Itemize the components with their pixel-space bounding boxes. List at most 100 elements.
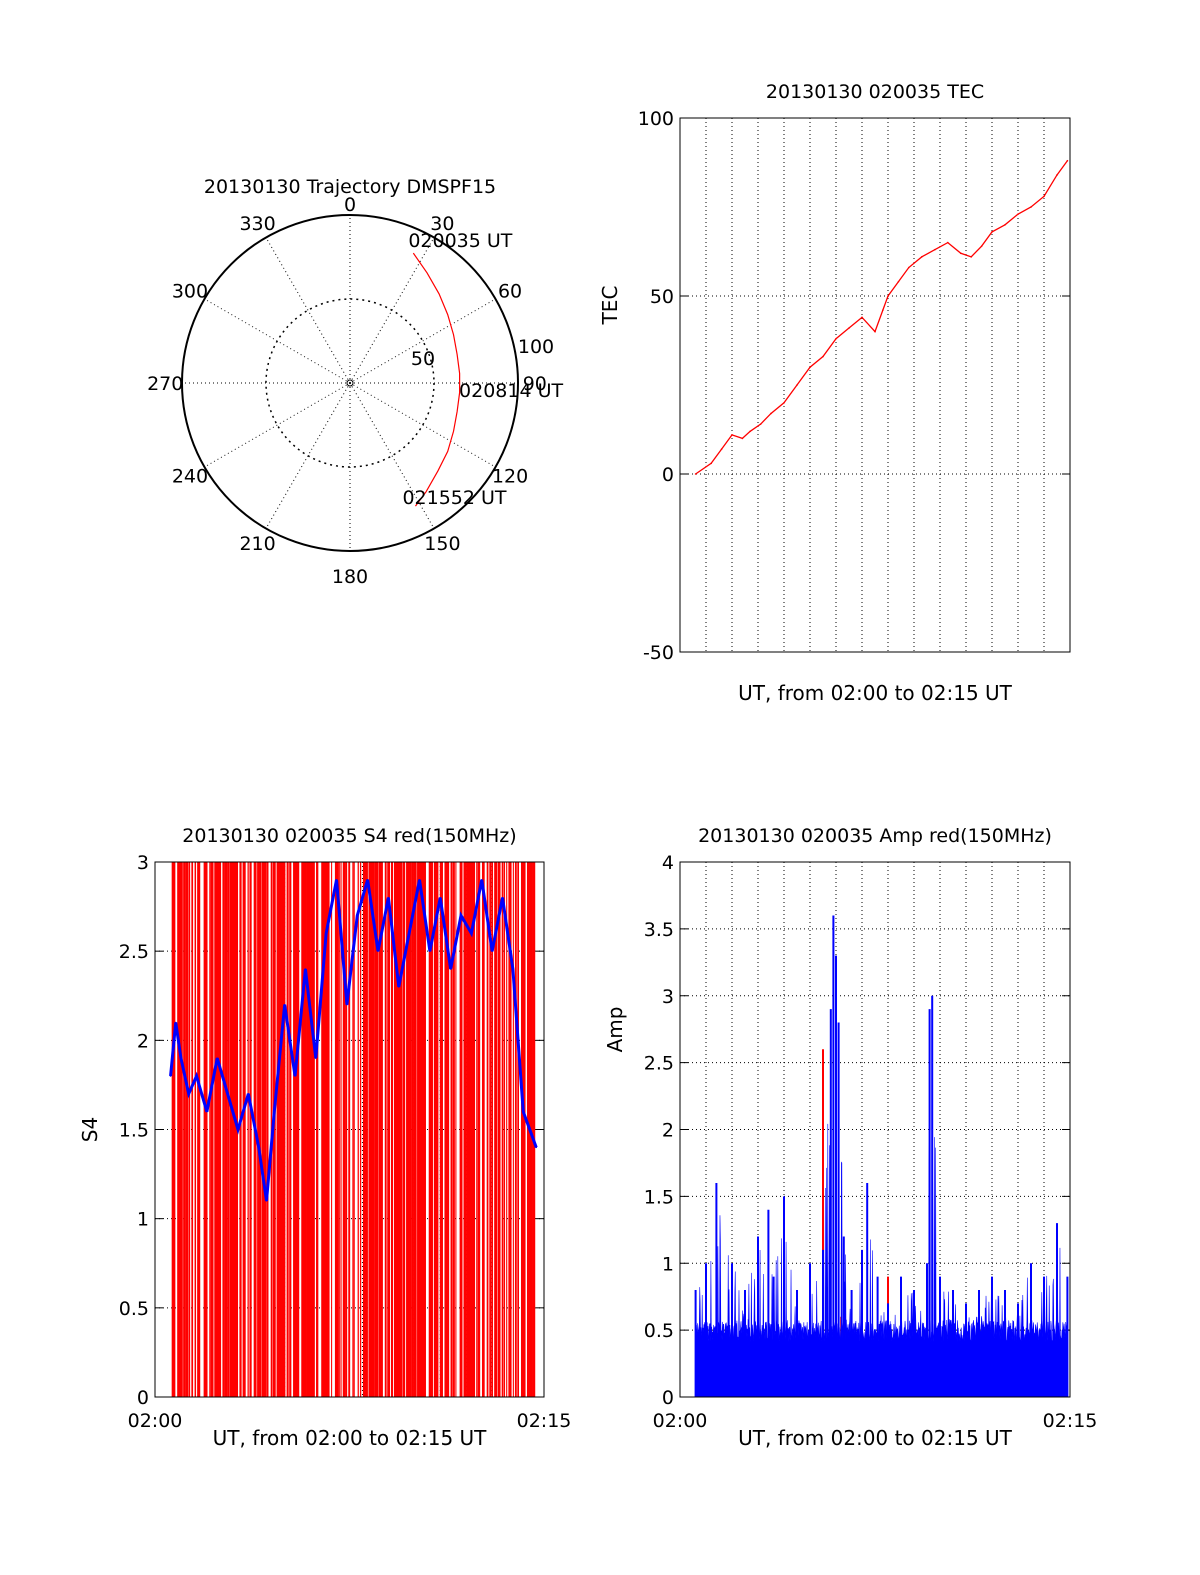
data-point bbox=[861, 316, 863, 319]
y-axis-label: TEC bbox=[598, 286, 622, 326]
spike-mark bbox=[387, 862, 391, 1397]
data-point bbox=[273, 1110, 276, 1113]
trajectory-chart: 0 30 60 90 120 150 180 210 240 270 300 330 50 100 0200… bbox=[147, 176, 563, 588]
spike-mark bbox=[497, 862, 501, 1397]
chart-title: 20130130 Trajectory DMSPF15 bbox=[204, 176, 496, 198]
spike-mark bbox=[444, 862, 449, 1397]
data-point bbox=[1004, 224, 1006, 226]
data-point bbox=[195, 1075, 198, 1077]
spike-mark bbox=[258, 862, 262, 1397]
y-tick-label: 50 bbox=[650, 286, 674, 308]
x-tick-label: 02:15 bbox=[517, 1410, 572, 1432]
data-point bbox=[257, 1146, 260, 1149]
data-point bbox=[897, 280, 900, 283]
y-axis-label: S4 bbox=[78, 1117, 102, 1142]
spike-mark bbox=[257, 862, 260, 1397]
spike-mark bbox=[503, 862, 506, 1397]
spike-mark bbox=[407, 862, 412, 1397]
spike-mark bbox=[185, 862, 189, 1397]
spike-mark bbox=[406, 862, 410, 1397]
data-point bbox=[835, 337, 837, 340]
spike-mark bbox=[533, 862, 536, 1397]
spike-mark bbox=[286, 862, 289, 1397]
angle-tick-label: 330 bbox=[239, 213, 275, 235]
polar-center bbox=[346, 379, 354, 387]
data-point bbox=[265, 1200, 268, 1202]
spike-mark bbox=[266, 862, 269, 1397]
spike-mark bbox=[249, 862, 252, 1397]
spike-mark bbox=[224, 862, 228, 1397]
spike-mark bbox=[398, 862, 403, 1397]
spike-mark bbox=[477, 862, 481, 1397]
spike-mark bbox=[179, 862, 183, 1397]
data-point bbox=[947, 241, 949, 244]
spike-mark bbox=[171, 862, 175, 1397]
data-point bbox=[480, 879, 483, 881]
spike-mark bbox=[342, 862, 346, 1397]
data-point bbox=[294, 1075, 296, 1077]
spike-mark bbox=[494, 862, 498, 1397]
spike-mark bbox=[199, 862, 201, 1397]
y-tick-label: 2.5 bbox=[644, 1053, 674, 1075]
spike-mark bbox=[173, 862, 176, 1397]
x-tick-label: 02:15 bbox=[1043, 1410, 1098, 1432]
data-point bbox=[397, 986, 400, 988]
data-point bbox=[1017, 213, 1019, 215]
spike-mark bbox=[352, 862, 354, 1397]
spike-mark bbox=[309, 862, 313, 1397]
data-point bbox=[710, 462, 712, 465]
spike-mark bbox=[517, 862, 520, 1397]
data-point bbox=[741, 437, 744, 440]
spike-mark bbox=[239, 862, 242, 1397]
spike-mark bbox=[506, 862, 508, 1397]
y-tick-label: 0.5 bbox=[644, 1320, 674, 1342]
data-point bbox=[501, 896, 504, 899]
spike-mark bbox=[279, 862, 284, 1397]
y-tick-label: 3 bbox=[662, 986, 674, 1008]
spike-mark bbox=[396, 862, 400, 1397]
x-axis-label: UT, from 02:00 to 02:15 UT bbox=[738, 681, 1013, 705]
spike-mark bbox=[219, 862, 222, 1397]
angle-tick-label: 150 bbox=[424, 533, 460, 555]
data-point bbox=[377, 950, 379, 952]
spike-mark bbox=[472, 862, 476, 1397]
spike-mark bbox=[297, 862, 300, 1397]
spike-mark bbox=[328, 862, 330, 1397]
spike-mark bbox=[413, 862, 417, 1397]
spike-mark bbox=[243, 862, 246, 1397]
data-point bbox=[921, 256, 923, 258]
spike-mark bbox=[302, 862, 307, 1397]
spike-mark bbox=[384, 862, 387, 1397]
data-point bbox=[460, 914, 462, 917]
data-point bbox=[470, 932, 473, 935]
data-point bbox=[304, 968, 307, 970]
data-point bbox=[439, 896, 442, 899]
spike-mark bbox=[316, 862, 319, 1397]
spike-mark bbox=[433, 862, 438, 1397]
angle-tick-label: 180 bbox=[332, 566, 368, 588]
spike-mark bbox=[359, 862, 362, 1397]
y-tick-label: 2.5 bbox=[119, 941, 149, 963]
angle-spoke bbox=[349, 382, 496, 468]
spike-mark bbox=[489, 862, 492, 1397]
spike-mark bbox=[491, 862, 494, 1397]
data-point bbox=[960, 252, 962, 255]
radial-tick-label: 50 bbox=[411, 348, 435, 370]
spike-mark bbox=[301, 862, 304, 1397]
data-point bbox=[346, 1003, 348, 1006]
spike-mark bbox=[476, 862, 478, 1397]
data-point bbox=[822, 355, 824, 358]
data-point bbox=[418, 879, 421, 881]
spike-mark bbox=[197, 862, 200, 1397]
angle-spoke bbox=[204, 382, 351, 468]
spike-mark bbox=[177, 862, 180, 1397]
y-tick-label: 2 bbox=[137, 1030, 149, 1052]
spike-mark bbox=[419, 862, 424, 1397]
data-point bbox=[1066, 159, 1069, 162]
x-axis-label: UT, from 02:00 to 02:15 UT bbox=[738, 1426, 1013, 1450]
time-annotation: 021552 UT bbox=[402, 487, 506, 509]
spike-mark bbox=[183, 862, 186, 1397]
data-point bbox=[247, 1093, 250, 1095]
s4-chart: 0 0.5 1 1.5 2 2.5 3 02:00 02:15 20130130 020035 S… bbox=[78, 825, 571, 1450]
spike-mark bbox=[447, 862, 450, 1397]
